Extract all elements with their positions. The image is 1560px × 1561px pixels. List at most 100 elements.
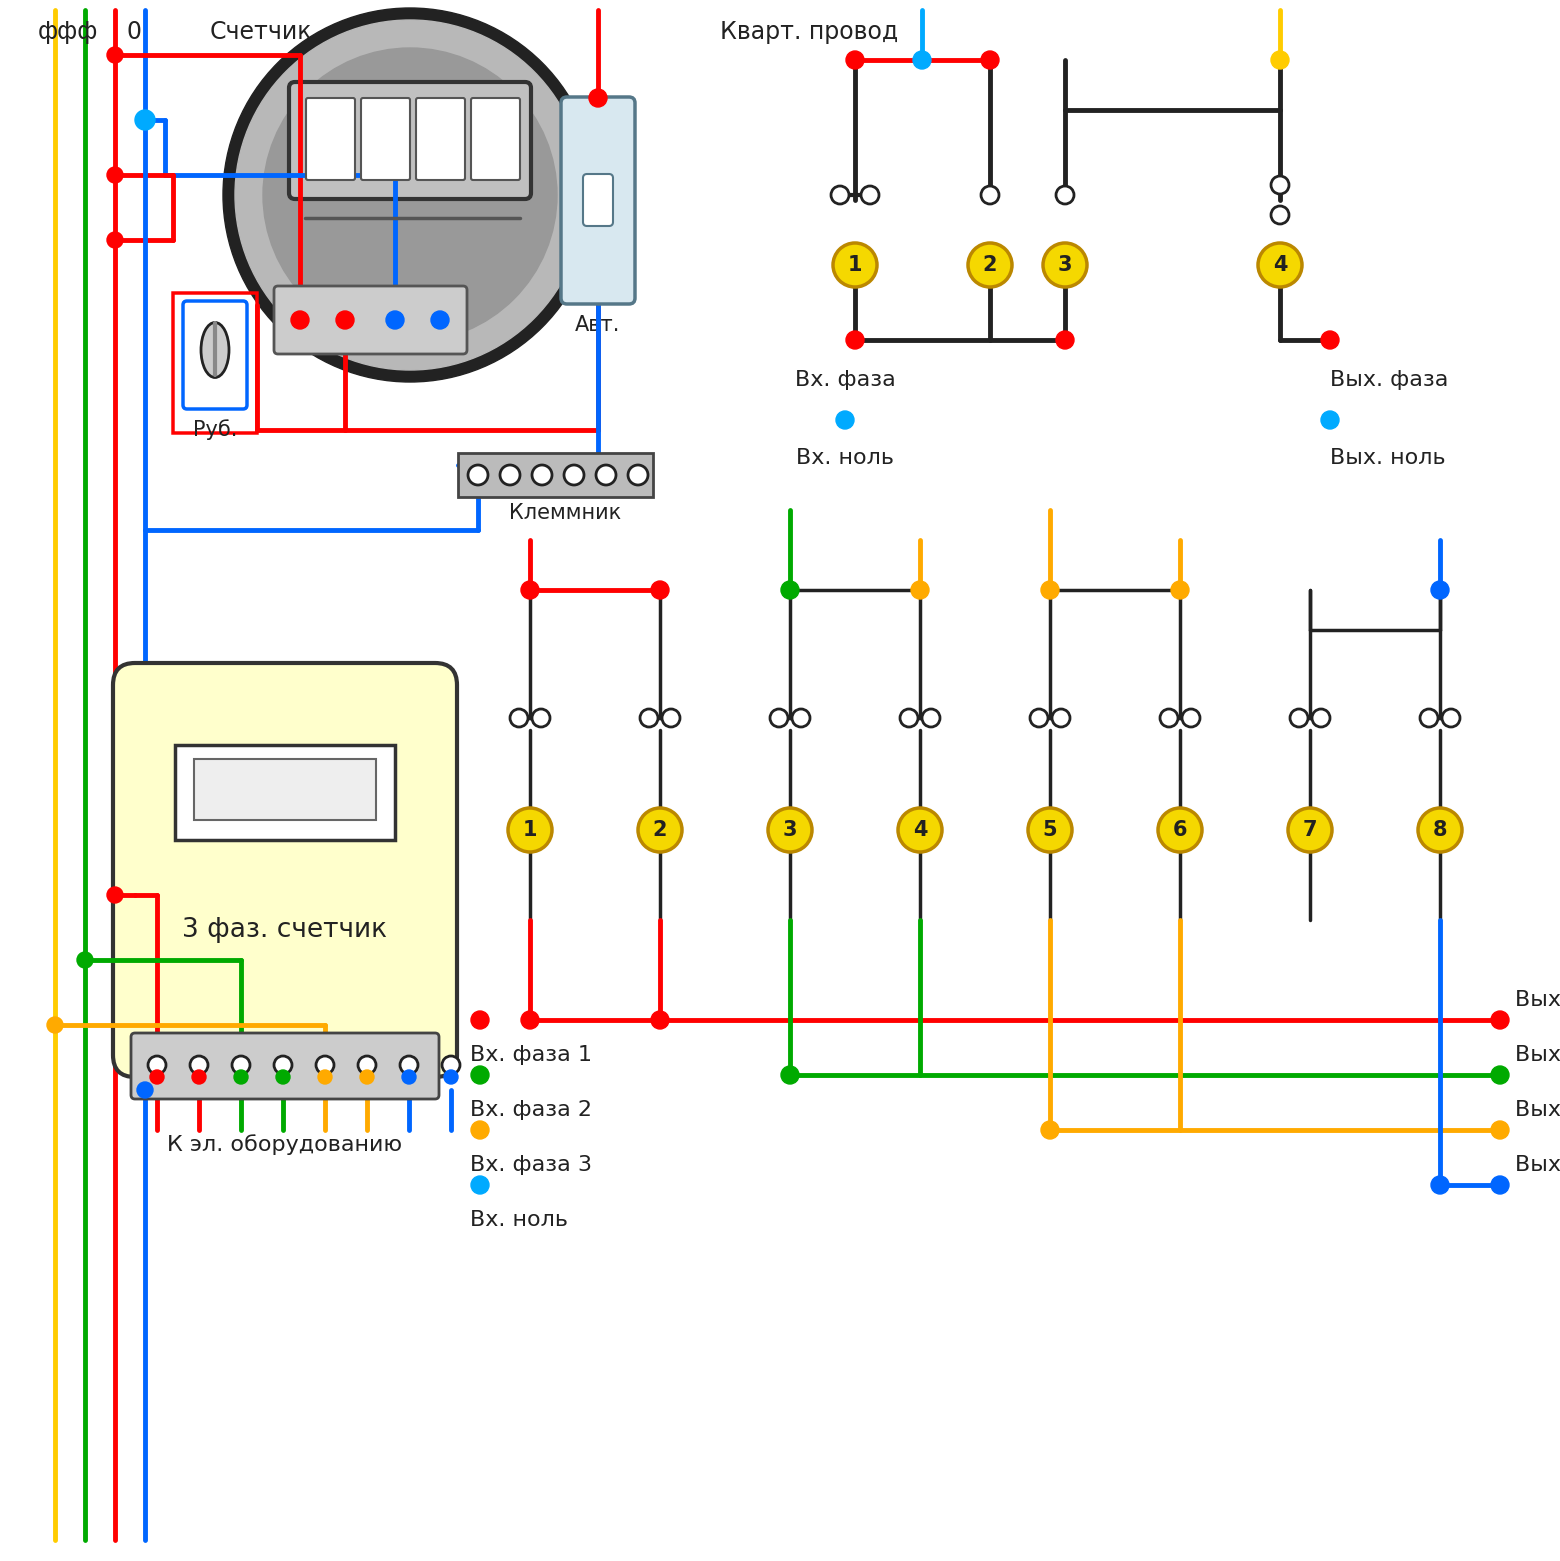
- Circle shape: [501, 465, 519, 485]
- Circle shape: [981, 52, 998, 69]
- Circle shape: [831, 186, 849, 204]
- Text: Руб.: Руб.: [193, 420, 237, 440]
- Text: 1: 1: [847, 254, 863, 275]
- Circle shape: [521, 581, 540, 599]
- Circle shape: [596, 465, 616, 485]
- Circle shape: [629, 465, 647, 485]
- Circle shape: [1030, 709, 1048, 727]
- Circle shape: [1418, 809, 1462, 852]
- Text: Кварт. провод: Кварт. провод: [721, 20, 899, 44]
- Text: Вых. ноль: Вых. ноль: [1515, 1155, 1560, 1175]
- Circle shape: [590, 89, 607, 108]
- Circle shape: [292, 311, 309, 329]
- Text: Вх. фаза 2: Вх. фаза 2: [470, 1101, 591, 1119]
- Circle shape: [264, 48, 557, 342]
- Circle shape: [1289, 809, 1332, 852]
- Circle shape: [148, 1055, 165, 1074]
- Circle shape: [108, 887, 123, 902]
- Circle shape: [1271, 176, 1289, 194]
- Text: 3: 3: [1058, 254, 1072, 275]
- Text: 3: 3: [783, 820, 797, 840]
- Ellipse shape: [201, 323, 229, 378]
- FancyBboxPatch shape: [289, 83, 530, 198]
- FancyBboxPatch shape: [583, 173, 613, 226]
- Circle shape: [1420, 709, 1438, 727]
- Circle shape: [223, 8, 597, 382]
- Circle shape: [661, 709, 680, 727]
- FancyBboxPatch shape: [275, 286, 466, 354]
- Text: Вх. фаза: Вх. фаза: [794, 370, 895, 390]
- Text: Вых. ноль: Вых. ноль: [1331, 448, 1446, 468]
- Circle shape: [1172, 581, 1189, 599]
- Circle shape: [1158, 809, 1203, 852]
- Circle shape: [521, 1012, 540, 1029]
- Circle shape: [445, 1069, 459, 1083]
- Circle shape: [1491, 1012, 1509, 1029]
- Circle shape: [782, 581, 799, 599]
- Text: Авт.: Авт.: [576, 315, 621, 336]
- Circle shape: [651, 581, 669, 599]
- Text: 0: 0: [126, 20, 142, 44]
- Text: 8: 8: [1432, 820, 1448, 840]
- Circle shape: [861, 186, 878, 204]
- FancyBboxPatch shape: [471, 98, 519, 180]
- Circle shape: [1257, 244, 1303, 287]
- Circle shape: [471, 1121, 488, 1140]
- Circle shape: [640, 709, 658, 727]
- Circle shape: [1041, 581, 1059, 599]
- Circle shape: [399, 1055, 418, 1074]
- Circle shape: [192, 1069, 206, 1083]
- Circle shape: [1161, 709, 1178, 727]
- Circle shape: [836, 411, 853, 429]
- FancyBboxPatch shape: [112, 663, 457, 1077]
- Circle shape: [532, 709, 551, 727]
- Circle shape: [913, 52, 931, 69]
- Circle shape: [471, 1175, 488, 1194]
- Circle shape: [276, 1069, 290, 1083]
- Text: Вых. 1: Вых. 1: [1515, 990, 1560, 1010]
- Text: Вх. ноль: Вх. ноль: [796, 448, 894, 468]
- Circle shape: [150, 1069, 164, 1083]
- Circle shape: [357, 1055, 376, 1074]
- Circle shape: [136, 109, 154, 130]
- Circle shape: [768, 809, 813, 852]
- Circle shape: [1312, 709, 1331, 727]
- Circle shape: [792, 709, 810, 727]
- Circle shape: [1028, 809, 1072, 852]
- Circle shape: [1056, 331, 1073, 350]
- FancyBboxPatch shape: [175, 745, 395, 840]
- Text: 4: 4: [913, 820, 927, 840]
- Circle shape: [1431, 1175, 1449, 1194]
- Circle shape: [137, 1082, 153, 1097]
- Circle shape: [47, 1018, 62, 1033]
- Circle shape: [651, 1012, 669, 1029]
- Circle shape: [318, 1069, 332, 1083]
- Text: 2: 2: [983, 254, 997, 275]
- Circle shape: [441, 1055, 460, 1074]
- Circle shape: [236, 20, 585, 370]
- Circle shape: [108, 167, 123, 183]
- Circle shape: [1441, 709, 1460, 727]
- Text: Вых. фаза: Вых. фаза: [1331, 370, 1448, 390]
- Circle shape: [782, 1066, 799, 1083]
- Circle shape: [900, 709, 917, 727]
- Circle shape: [471, 1066, 488, 1083]
- Circle shape: [846, 331, 864, 350]
- Circle shape: [76, 952, 94, 968]
- Circle shape: [510, 709, 527, 727]
- Circle shape: [317, 1055, 334, 1074]
- Circle shape: [1041, 1121, 1059, 1140]
- FancyBboxPatch shape: [562, 97, 635, 304]
- Circle shape: [108, 233, 123, 248]
- Circle shape: [969, 244, 1012, 287]
- Circle shape: [108, 47, 123, 62]
- Text: Вых. 2: Вых. 2: [1515, 1044, 1560, 1065]
- Circle shape: [1491, 1175, 1509, 1194]
- Circle shape: [1321, 411, 1338, 429]
- Text: 4: 4: [1273, 254, 1287, 275]
- Circle shape: [234, 1069, 248, 1083]
- Circle shape: [1271, 206, 1289, 223]
- Circle shape: [833, 244, 877, 287]
- Circle shape: [1271, 52, 1289, 69]
- FancyBboxPatch shape: [131, 1033, 438, 1099]
